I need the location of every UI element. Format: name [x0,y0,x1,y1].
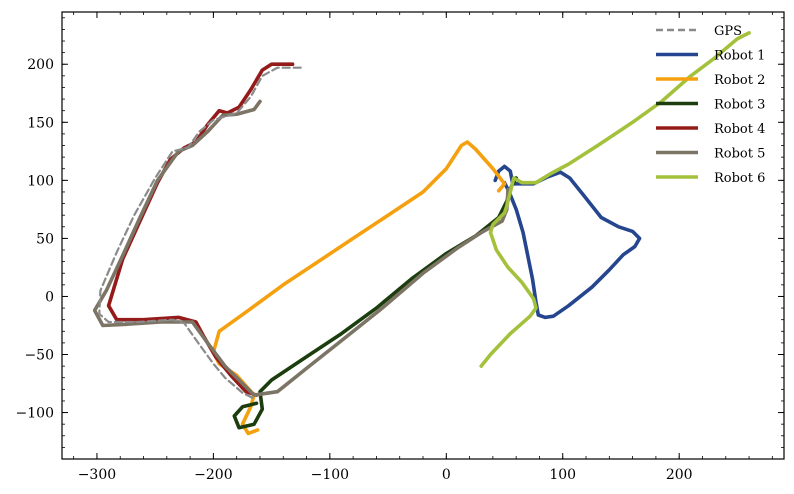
x-tick-label: 200 [666,467,693,483]
legend-label: Robot 6 [714,171,765,186]
series-line-robot-5 [92,99,510,397]
x-tick-label: −200 [194,467,232,483]
legend: GPS Robot 1 Robot 2 Robot 3 Robot 4 Robot 5 Ro… [656,24,765,186]
legend-label: Robot 3 [714,98,765,113]
y-tick-label: 100 [27,173,54,189]
series-line-robot-3 [232,176,518,430]
legend-label: GPS [714,24,742,39]
x-tick-label: −100 [311,467,349,483]
series-line-robot-6 [479,31,751,368]
x-tick-label: 100 [549,467,576,483]
legend-label: Robot 2 [714,73,765,88]
y-tick-label: 0 [45,289,54,305]
x-tick-label: −300 [78,467,116,483]
series-layer [92,31,751,436]
y-tick-label: −100 [16,406,54,422]
series-line-gps [98,66,302,400]
series-line-robot-1 [493,164,642,320]
legend-label: Robot 4 [714,122,765,137]
series-line-robot-2 [211,140,507,436]
legend-label: Robot 1 [714,49,765,64]
y-tick-label: 200 [27,57,54,73]
x-tick-label: 0 [442,467,451,483]
axis-ticks: −300 −200 −100 0 100 200 −100 −50 0 50 100 150 200 [16,12,784,483]
y-tick-label: 50 [36,231,54,247]
y-tick-label: 150 [27,115,54,131]
legend-label: Robot 5 [714,147,765,162]
y-tick-label: −50 [24,348,54,364]
